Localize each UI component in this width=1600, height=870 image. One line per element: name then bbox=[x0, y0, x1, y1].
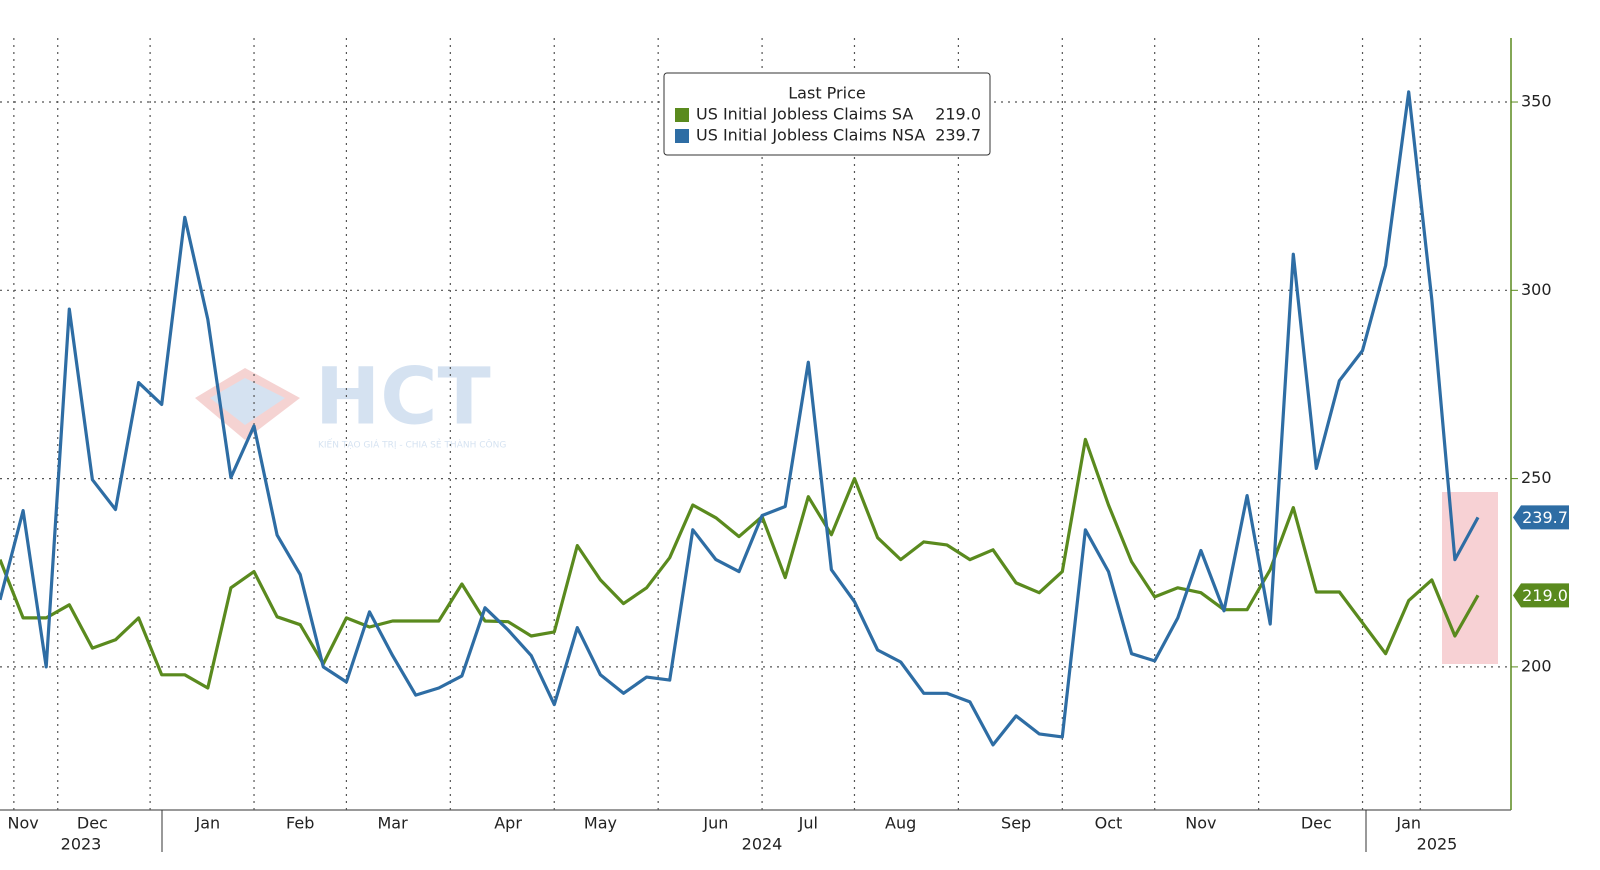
x-tick-label: Nov bbox=[7, 814, 38, 833]
last-value-tag: 219.0 bbox=[1513, 583, 1569, 608]
legend-label: US Initial Jobless Claims NSA bbox=[696, 126, 925, 145]
legend-value: 219.0 bbox=[935, 105, 981, 124]
legend-swatch bbox=[675, 108, 689, 122]
watermark-tagline: KIẾN TẠO GIÁ TRỊ - CHIA SẺ THÀNH CÔNG bbox=[318, 439, 506, 451]
x-tick-label: Nov bbox=[1185, 814, 1216, 833]
legend-title: Last Price bbox=[788, 84, 865, 103]
watermark-icon bbox=[195, 368, 300, 440]
tag-label: 219.0 bbox=[1522, 586, 1568, 605]
x-tick-label: Aug bbox=[885, 814, 916, 833]
year-label: 2025 bbox=[1417, 835, 1458, 854]
x-tick-label: Jun bbox=[702, 814, 728, 833]
last-value-tag: 239.7 bbox=[1513, 505, 1569, 530]
x-tick-label: Oct bbox=[1095, 814, 1123, 833]
watermark-icon bbox=[210, 378, 285, 425]
x-tick-label: Apr bbox=[494, 814, 522, 833]
watermark-logo: HCT bbox=[315, 352, 491, 442]
y-tick-label: 350 bbox=[1521, 92, 1552, 111]
x-tick-label: Feb bbox=[286, 814, 314, 833]
y-tick-label: 200 bbox=[1521, 656, 1552, 675]
year-label: 2024 bbox=[742, 835, 783, 854]
series-line bbox=[0, 90, 1480, 747]
legend: Last Price US Initial Jobless Claims SA 2… bbox=[663, 72, 991, 156]
x-tick-label: May bbox=[584, 814, 617, 833]
y-tick-label: 300 bbox=[1521, 280, 1552, 299]
tag-box bbox=[1513, 583, 1569, 608]
legend-value: 239.7 bbox=[935, 126, 981, 145]
year-label: 2023 bbox=[61, 835, 102, 854]
x-tick-label: Dec bbox=[77, 814, 108, 833]
x-tick-label: Jan bbox=[195, 814, 221, 833]
legend-box bbox=[663, 72, 991, 156]
tag-box bbox=[1513, 505, 1569, 530]
x-tick-label: Sep bbox=[1001, 814, 1031, 833]
x-tick-label: Jul bbox=[798, 814, 818, 833]
legend-swatch bbox=[675, 129, 689, 143]
tag-label: 239.7 bbox=[1522, 508, 1568, 527]
x-tick-label: Mar bbox=[378, 814, 409, 833]
series-line bbox=[0, 437, 1480, 690]
watermark: HCT KIẾN TẠO GIÁ TRỊ - CHIA SẺ THÀNH CÔN… bbox=[195, 352, 506, 451]
legend-label: US Initial Jobless Claims SA bbox=[696, 105, 913, 124]
x-tick-label: Jan bbox=[1395, 814, 1421, 833]
y-tick-label: 250 bbox=[1521, 468, 1552, 487]
x-tick-label: Dec bbox=[1301, 814, 1332, 833]
